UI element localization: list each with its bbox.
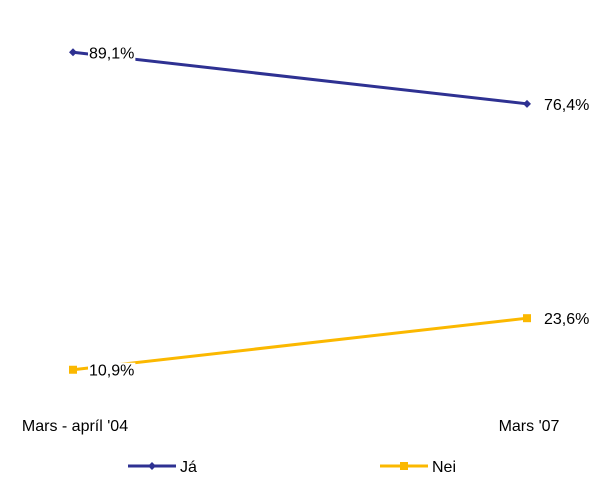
legend-item-ja: Já: [128, 459, 197, 476]
data-label-ja-2: 76,4%: [544, 97, 589, 114]
legend-item-nei: Nei: [380, 459, 456, 476]
legend-label-nei: Nei: [432, 459, 456, 476]
legend-marker-ja: [148, 462, 156, 470]
x-axis-ticks: Mars - apríl '04 Mars '07: [22, 418, 560, 435]
data-label-nei-2: 23,6%: [544, 311, 589, 328]
data-label-background: [88, 362, 136, 380]
data-point-ja-1: [69, 48, 77, 57]
legend-marker-nei: [400, 462, 408, 470]
data-label-layer: 89,1% 76,4% 10,9% 23,6%: [88, 45, 589, 380]
legend-label-ja: Já: [180, 459, 197, 476]
legend: Já Nei: [128, 459, 456, 476]
data-label-nei-1: 10,9%: [89, 363, 134, 380]
data-point-ja-2: [523, 99, 531, 108]
series-line-nei: [72, 316, 528, 372]
data-label-ja-1: 89,1%: [89, 45, 134, 62]
data-point-nei-2: [523, 314, 531, 323]
x-tick-label-1: Mars - apríl '04: [22, 418, 128, 435]
data-label-background: [88, 45, 136, 63]
series-layer: [69, 48, 531, 374]
series-line-ja: [72, 50, 528, 106]
x-tick-label-2: Mars '07: [499, 418, 560, 435]
data-point-nei-1: [69, 365, 77, 374]
